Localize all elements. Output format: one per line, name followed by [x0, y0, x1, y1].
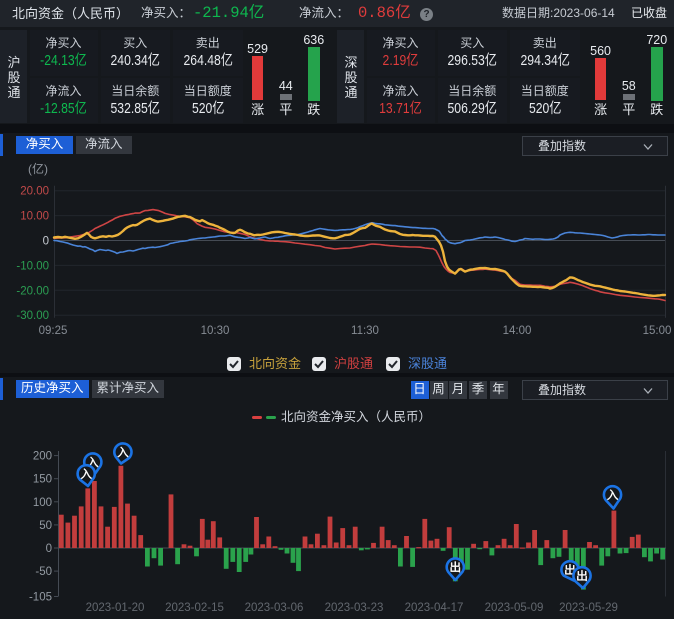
svg-text:-20.00: -20.00 [16, 285, 49, 297]
svg-text:2023-03-06: 2023-03-06 [245, 602, 304, 614]
svg-text:0: 0 [46, 543, 52, 555]
svg-text:10.00: 10.00 [20, 211, 49, 223]
svg-text:200: 200 [33, 451, 52, 463]
svg-text:2023-05-29: 2023-05-29 [559, 602, 618, 614]
svg-text:15:00: 15:00 [643, 325, 672, 337]
svg-text:20.00: 20.00 [20, 186, 49, 198]
svg-text:2023-04-17: 2023-04-17 [405, 602, 464, 614]
svg-text:14:00: 14:00 [503, 325, 532, 337]
svg-text:-105: -105 [29, 592, 52, 604]
svg-text:0: 0 [43, 236, 49, 248]
svg-text:50: 50 [39, 520, 52, 532]
svg-text:10:30: 10:30 [201, 325, 230, 337]
svg-text:2023-05-09: 2023-05-09 [485, 602, 544, 614]
svg-text:11:30: 11:30 [351, 325, 379, 337]
svg-text:2023-03-23: 2023-03-23 [325, 602, 384, 614]
svg-text:2023-01-20: 2023-01-20 [86, 602, 145, 614]
svg-text:2023-02-15: 2023-02-15 [165, 602, 224, 614]
svg-text:-50: -50 [35, 566, 52, 578]
svg-text:150: 150 [33, 474, 52, 486]
svg-text:100: 100 [33, 497, 52, 509]
svg-text:-30.00: -30.00 [16, 310, 49, 322]
svg-text:(亿): (亿) [28, 161, 48, 176]
svg-text:-10.00: -10.00 [16, 260, 49, 272]
svg-text:09:25: 09:25 [39, 325, 68, 337]
